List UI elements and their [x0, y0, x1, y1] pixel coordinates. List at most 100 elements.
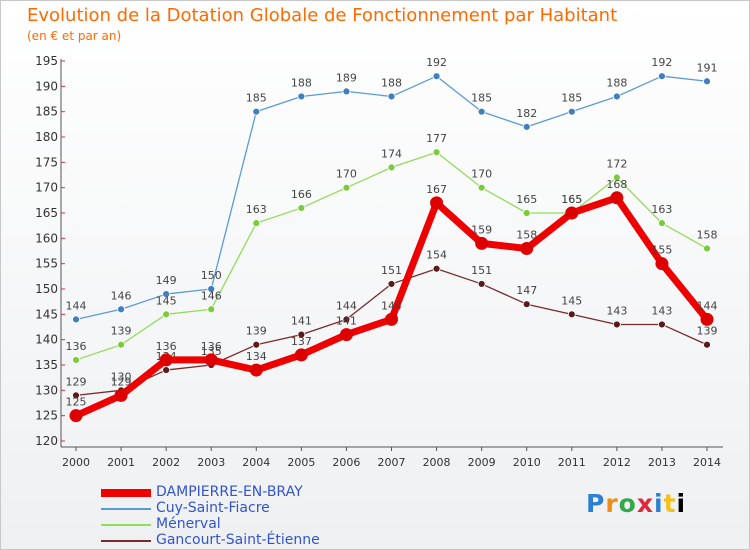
logo-letter: t — [663, 489, 677, 518]
x-tick-label: 2012 — [603, 456, 631, 469]
data-point — [72, 315, 80, 324]
data-label: 163 — [246, 203, 267, 216]
data-point — [658, 72, 666, 81]
data-point — [385, 312, 398, 326]
data-point — [72, 391, 80, 400]
y-tick-label: 185 — [35, 105, 58, 119]
data-label: 170 — [336, 168, 357, 181]
x-tick-label: 2002 — [152, 456, 180, 469]
legend-item: Cuy-Saint-Fiacre — [101, 500, 361, 517]
data-point — [612, 173, 621, 182]
legend-label: Ménerval — [156, 516, 221, 532]
data-label: 144 — [66, 299, 87, 312]
data-point — [204, 353, 218, 367]
data-point — [117, 305, 125, 314]
data-point — [297, 204, 306, 212]
data-label: 141 — [291, 315, 312, 328]
legend-swatch — [101, 508, 151, 510]
data-point — [72, 356, 80, 364]
data-label: 144 — [336, 299, 357, 312]
y-tick-label: 180 — [35, 130, 58, 144]
data-label: 165 — [561, 193, 582, 206]
x-tick-label: 2013 — [648, 456, 676, 469]
data-label: 139 — [697, 325, 718, 338]
data-point — [162, 290, 171, 298]
data-label: 165 — [561, 193, 582, 206]
data-point — [567, 310, 576, 319]
data-label: 165 — [516, 193, 537, 206]
data-label: 134 — [246, 350, 267, 363]
x-tick-label: 2000 — [62, 456, 90, 469]
legend-item: Gancourt-Saint-Étienne — [101, 532, 361, 549]
logo-letter: i — [676, 489, 687, 518]
data-point — [159, 353, 173, 367]
data-point — [703, 77, 711, 86]
logo-letter: r — [605, 489, 619, 518]
data-point — [477, 280, 486, 288]
logo-letter: i — [654, 489, 664, 518]
y-tick-label: 125 — [35, 409, 58, 423]
data-label: 182 — [516, 107, 537, 120]
data-point — [430, 196, 444, 210]
y-tick-label: 160 — [35, 231, 58, 245]
data-point — [297, 92, 306, 101]
data-point — [117, 340, 125, 349]
data-point — [520, 241, 534, 255]
x-tick-label: 2009 — [468, 456, 496, 469]
data-point — [522, 209, 531, 217]
data-label: 174 — [381, 147, 402, 160]
data-point — [207, 285, 216, 293]
data-label: 136 — [156, 340, 177, 353]
data-label: 130 — [111, 370, 132, 383]
data-label: 139 — [111, 325, 132, 338]
data-label: 135 — [201, 345, 222, 358]
y-tick-label: 135 — [35, 358, 58, 372]
data-label: 155 — [651, 244, 672, 257]
data-label: 185 — [561, 92, 582, 105]
data-label: 143 — [651, 304, 672, 317]
data-label: 136 — [201, 340, 222, 353]
data-point — [432, 264, 441, 273]
x-tick-label: 2001 — [107, 456, 135, 469]
data-label: 136 — [66, 340, 87, 353]
data-point — [432, 72, 441, 81]
data-label: 145 — [561, 294, 582, 307]
data-label: 158 — [697, 228, 718, 241]
data-point — [342, 87, 351, 96]
y-tick-label: 195 — [35, 54, 58, 68]
x-tick-label: 2014 — [693, 456, 721, 469]
x-tick-label: 2008 — [423, 456, 451, 469]
y-tick-label: 150 — [35, 282, 58, 296]
data-point — [700, 312, 714, 326]
logo-letter: P — [586, 489, 606, 518]
data-label: 192 — [426, 56, 447, 69]
data-label: 189 — [336, 71, 357, 84]
data-label: 154 — [426, 249, 447, 262]
data-label: 147 — [516, 284, 537, 297]
data-point — [387, 163, 396, 172]
logo-letter: o — [618, 489, 637, 518]
data-point — [342, 183, 351, 192]
data-label: 149 — [156, 274, 177, 287]
chart-subtitle: (en € et par an) — [27, 29, 122, 43]
data-point — [658, 219, 666, 228]
data-point — [475, 236, 489, 250]
legend-swatch — [101, 524, 151, 526]
data-label: 137 — [291, 335, 312, 348]
data-label: 185 — [246, 92, 267, 105]
y-tick-label: 175 — [35, 155, 58, 169]
y-tick-label: 145 — [35, 307, 58, 321]
proxiti-logo: Proxiti — [586, 489, 686, 518]
data-label: 139 — [246, 325, 267, 338]
legend-swatch — [101, 489, 151, 497]
data-point — [655, 257, 669, 271]
legend: DAMPIERRE-EN-BRAY Cuy-Saint-Fiacre Ménerva… — [101, 484, 361, 549]
data-label: 172 — [606, 158, 627, 171]
logo-letter: x — [636, 489, 654, 518]
x-tick-label: 2010 — [513, 456, 541, 469]
data-point — [387, 92, 396, 101]
data-label: 167 — [426, 183, 447, 196]
data-label: 163 — [651, 203, 672, 216]
legend-item: DAMPIERRE-EN-BRAY — [101, 484, 361, 501]
